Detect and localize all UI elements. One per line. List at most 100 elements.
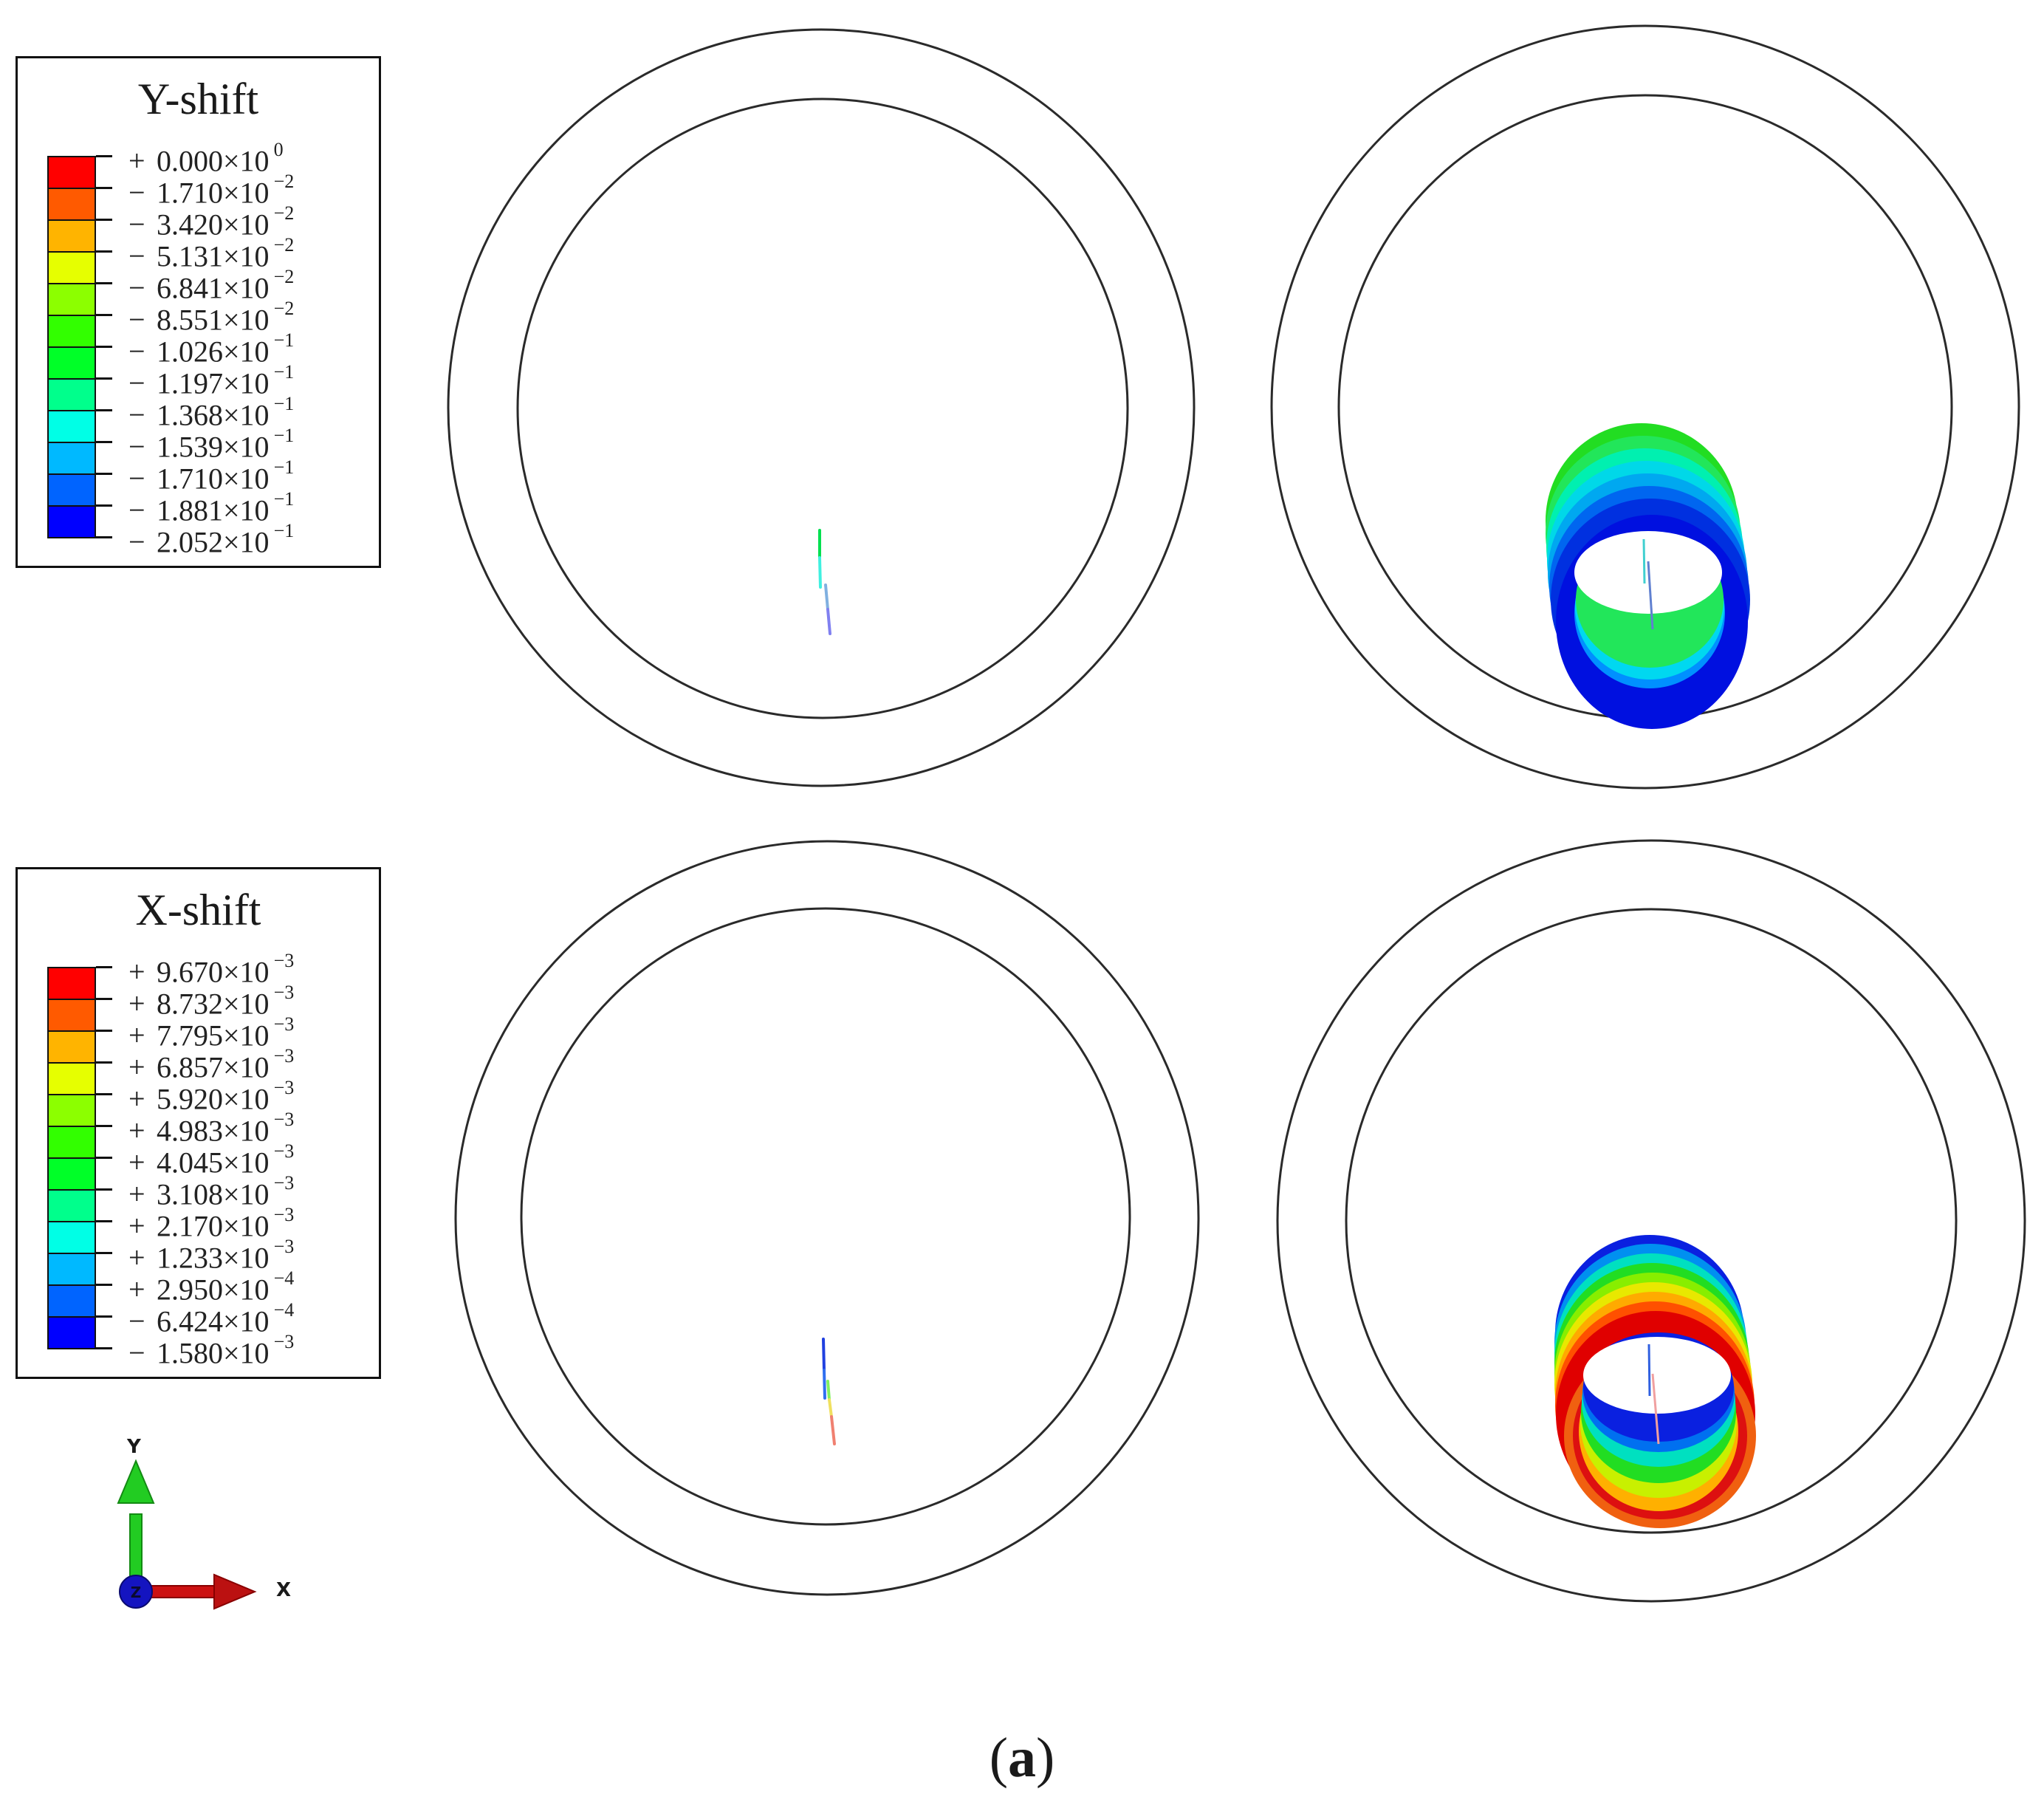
bottom-right-panel bbox=[1276, 839, 2026, 1603]
legend-tick bbox=[96, 441, 112, 443]
label-mantissa: 1.233 bbox=[157, 1241, 223, 1275]
legend-label: +0.000×10 0 bbox=[128, 139, 284, 176]
legend-tick bbox=[96, 409, 112, 411]
label-sign: − bbox=[128, 239, 145, 273]
color-band bbox=[47, 188, 96, 219]
legend-label: −3.420×10 −2 bbox=[128, 202, 294, 239]
color-band bbox=[47, 315, 96, 346]
label-mantissa: 8.551 bbox=[157, 303, 223, 337]
color-band bbox=[47, 1126, 96, 1157]
top-right-cylinder bbox=[1546, 423, 1750, 729]
label-mantissa: 2.052 bbox=[157, 525, 223, 559]
label-exponent: −3 bbox=[273, 1331, 295, 1352]
legend-tick bbox=[96, 282, 112, 284]
y-shift-legend: Y-shift +0.000×10 0 −1.710×10 −2 −3.420×10… bbox=[16, 56, 381, 568]
color-band bbox=[47, 473, 96, 505]
label-mantissa: 4.983 bbox=[157, 1114, 223, 1148]
label-mantissa: 9.670 bbox=[157, 955, 223, 989]
legend-label: −1.026×10 −1 bbox=[128, 329, 295, 369]
label-exponent: −1 bbox=[273, 488, 295, 510]
legend-tick bbox=[96, 219, 112, 221]
legend-tick bbox=[96, 536, 112, 538]
label-exponent: −3 bbox=[273, 1013, 295, 1035]
inner-ring-circle bbox=[516, 97, 1129, 719]
label-mantissa: 8.732 bbox=[157, 987, 223, 1021]
axis-x-label: X bbox=[276, 1579, 292, 1601]
legend-label: +2.170×10 −3 bbox=[128, 1204, 294, 1243]
legend-label: −1.881×10 −1 bbox=[128, 488, 295, 527]
legend-label: +5.920×10 −3 bbox=[128, 1077, 294, 1116]
legend-label: −6.841×10 −2 bbox=[128, 266, 295, 303]
label-sign: + bbox=[128, 1082, 145, 1116]
label-exponent: −3 bbox=[273, 1140, 295, 1162]
color-band bbox=[47, 251, 96, 283]
label-times: ×10 bbox=[223, 493, 270, 527]
label-mantissa: 6.857 bbox=[157, 1050, 223, 1084]
legend-label: −8.551×10 −2 bbox=[128, 298, 294, 335]
label-exponent: 0 bbox=[273, 139, 284, 160]
label-sign: − bbox=[128, 493, 145, 527]
legend-tick bbox=[96, 966, 112, 968]
legend-label: +2.950×10 −4 bbox=[128, 1267, 294, 1307]
legend-tick bbox=[96, 1220, 112, 1222]
label-times: ×10 bbox=[223, 430, 270, 464]
label-sign: + bbox=[128, 1019, 145, 1052]
color-band bbox=[47, 1221, 96, 1253]
label-mantissa: 6.424 bbox=[157, 1304, 223, 1338]
outer-ring-circle bbox=[1276, 839, 2026, 1603]
legend-tick bbox=[96, 346, 112, 348]
label-times: ×10 bbox=[223, 1336, 270, 1370]
label-times: ×10 bbox=[223, 176, 270, 210]
label-sign: − bbox=[128, 176, 145, 210]
legend-tick bbox=[96, 187, 112, 189]
legend-tick bbox=[96, 1125, 112, 1127]
label-exponent: −3 bbox=[273, 1236, 295, 1257]
label-exponent: −3 bbox=[273, 1045, 295, 1067]
label-mantissa: 2.950 bbox=[157, 1273, 223, 1307]
legend-label: −1.539×10 −1 bbox=[128, 425, 294, 462]
label-sign: − bbox=[128, 1336, 145, 1370]
label-exponent: −3 bbox=[273, 950, 295, 971]
color-band bbox=[47, 346, 96, 378]
legend-tick bbox=[96, 377, 112, 380]
label-times: ×10 bbox=[223, 462, 270, 496]
label-times: ×10 bbox=[223, 1209, 270, 1243]
color-band bbox=[47, 999, 96, 1030]
legend-tick bbox=[96, 998, 112, 1000]
legend-tick bbox=[96, 314, 112, 316]
label-mantissa: 5.131 bbox=[157, 239, 223, 273]
label-mantissa: 1.710 bbox=[157, 462, 223, 496]
colorbar bbox=[47, 156, 96, 538]
label-times: ×10 bbox=[223, 1082, 270, 1116]
color-band bbox=[47, 156, 96, 188]
label-mantissa: 1.197 bbox=[157, 366, 223, 400]
label-mantissa: 1.539 bbox=[157, 430, 223, 464]
label-sign: − bbox=[128, 1304, 145, 1338]
label-times: ×10 bbox=[223, 1304, 270, 1338]
axis-y-label: Y bbox=[127, 1436, 141, 1458]
label-times: ×10 bbox=[223, 335, 270, 369]
color-band bbox=[47, 1157, 96, 1189]
legend-tick bbox=[96, 1157, 112, 1159]
legend-tick bbox=[96, 1030, 112, 1032]
color-band bbox=[47, 1316, 96, 1349]
bottom-left-panel bbox=[454, 840, 1200, 1596]
axis-triad-icon: Z bbox=[117, 1459, 257, 1610]
legend-tick bbox=[96, 1315, 112, 1318]
label-sign: + bbox=[128, 1114, 145, 1148]
label-exponent: −2 bbox=[273, 266, 295, 287]
label-exponent: −1 bbox=[273, 456, 295, 478]
label-exponent: −2 bbox=[273, 298, 295, 319]
legend-label: −2.052×10 −1 bbox=[128, 520, 294, 559]
legend-label: +7.795×10 −3 bbox=[128, 1013, 295, 1052]
label-exponent: −3 bbox=[273, 1109, 295, 1130]
label-times: ×10 bbox=[223, 1146, 270, 1180]
label-mantissa: 1.710 bbox=[157, 176, 223, 210]
label-exponent: −1 bbox=[273, 425, 295, 446]
bottom-right-cylinder bbox=[1554, 1235, 1756, 1528]
label-sign: + bbox=[128, 1177, 145, 1211]
label-times: ×10 bbox=[223, 366, 270, 400]
label-mantissa: 1.881 bbox=[157, 493, 223, 527]
label-mantissa: 1.026 bbox=[157, 335, 223, 369]
label-exponent: −1 bbox=[273, 329, 295, 351]
